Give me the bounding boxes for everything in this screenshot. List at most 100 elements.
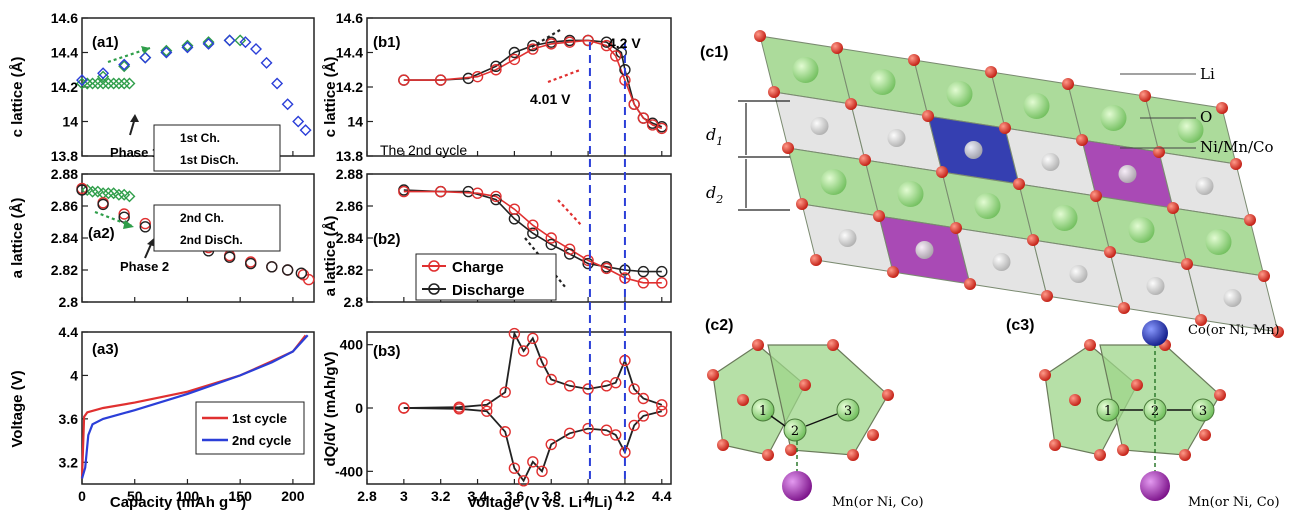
data-point-b3-discharge <box>582 422 594 435</box>
data-point-b3-charge <box>628 383 640 395</box>
data-point-a2-disch <box>76 184 88 196</box>
c2-site-label: 1 <box>759 404 767 419</box>
c2-path-2-3 <box>805 413 838 427</box>
data-point-a1-ch <box>123 77 136 90</box>
oxygen-atom <box>867 429 879 441</box>
oxygen-atom <box>908 54 920 66</box>
data-point-a1-ch2 <box>160 44 173 57</box>
data-point-b3-charge <box>563 380 576 392</box>
data-point-a2-disch <box>245 257 257 270</box>
data-point-a1-ch <box>118 77 131 90</box>
xtick-label-b3: 3 <box>400 488 408 504</box>
legend-label-1st-cycle: 1st cycle <box>232 411 287 426</box>
oxygen-atom <box>887 266 899 278</box>
data-point-b1-discharge <box>508 46 521 59</box>
tm-atom <box>1195 177 1214 195</box>
data-point-a1-ch2 <box>118 60 131 73</box>
ytick-label-a3: 4.4 <box>59 324 79 340</box>
legend-ni-mn-co: Ni/Mn/Co <box>1200 138 1274 156</box>
data-point-b3-discharge <box>637 410 650 422</box>
line-2nd-cycle <box>80 334 309 479</box>
chart-area: 13.81414.214.414.62.82.822.842.862.883.2… <box>51 10 672 504</box>
data-point-a2-phase1 <box>86 185 99 198</box>
legend-a1: 1st Ch. 1st DisCh. <box>153 124 281 172</box>
oxygen-atom <box>1181 258 1193 270</box>
data-point-a1-disch <box>299 124 312 137</box>
panel-label-a2: (a2) <box>88 225 115 242</box>
xtick-label-b3: 3.8 <box>542 488 562 504</box>
data-point-b3-charge <box>637 392 650 405</box>
li-atom <box>1205 229 1232 255</box>
data-point-b3-discharge <box>656 405 668 417</box>
data-point-b3-discharge <box>499 426 511 438</box>
data-point-b2-charge <box>637 277 650 289</box>
xtick-label-b3: 3.2 <box>431 488 451 504</box>
line-b3-discharge <box>403 407 663 483</box>
legend-b2: Charge Discharge <box>415 253 557 301</box>
data-point-b1-discharge <box>615 46 627 59</box>
oxygen-atom <box>1272 326 1284 338</box>
li-atom <box>1177 117 1204 143</box>
xtick-label-a3: 100 <box>176 488 200 504</box>
ytick-label-a1: 14.2 <box>51 79 78 95</box>
data-point-b3-discharge <box>536 465 548 478</box>
ytick-label-b3: 0 <box>355 400 363 416</box>
ytick-label-b2: 2.86 <box>336 198 363 214</box>
data-point-a2-phase1 <box>112 188 125 201</box>
xtick-label-a3: 50 <box>127 488 143 504</box>
data-point-a1-disch <box>181 41 194 54</box>
ytick-label-b2: 2.8 <box>344 294 364 310</box>
panel-label-c1: (c1) <box>700 44 728 61</box>
annotation-phase-1: Phase 1 <box>110 145 159 160</box>
legend-label-charge: Charge <box>452 259 504 276</box>
panel-label-a1: (a1) <box>92 34 119 51</box>
panel-label-b1: (b1) <box>373 34 401 51</box>
oxygen-atom <box>1117 444 1129 456</box>
data-point-a2-phase1 <box>123 190 136 203</box>
ytick-label-b3: -400 <box>335 463 363 479</box>
oxygen-atom <box>1084 339 1096 351</box>
ylabel-voltage: Voltage (V) <box>9 370 26 447</box>
panel-a3: 3.2 3.6 4 4.4 0 50 100 150 200 <box>59 324 315 504</box>
oxygen-atom <box>799 379 811 391</box>
ytick-label-a1: 14 <box>62 114 78 130</box>
data-point-b3-discharge <box>628 419 640 432</box>
oxygen-atom <box>950 222 962 234</box>
caption-c3-bottom: Mn(or Ni, Co) <box>1188 495 1280 510</box>
data-point-a2-ch <box>303 273 315 286</box>
legend-a2: 2nd Ch. 2nd DisCh. <box>153 204 281 252</box>
data-point-a1-disch <box>76 74 88 87</box>
data-point-a1-disch <box>239 36 252 49</box>
data-point-a1-disch <box>160 46 173 59</box>
xtick-label-b3: 3.4 <box>468 488 488 504</box>
tm-atom <box>915 241 934 259</box>
arrowhead-a2 <box>123 220 134 229</box>
data-point-b2-charge <box>471 187 484 199</box>
tm-atom <box>964 141 983 159</box>
data-point-a1-disch <box>139 51 152 64</box>
oxygen-atom <box>1049 439 1061 451</box>
ylabel-c-lattice-a: c lattice (Å) <box>9 57 26 138</box>
li-atom <box>897 181 924 207</box>
ytick-label-a2: 2.88 <box>51 166 78 182</box>
c3-site-label: 3 <box>1199 404 1207 419</box>
ytick-label-a3: 4 <box>70 367 78 383</box>
panel-a2: 2.8 2.82 2.84 2.86 2.88 <box>51 166 315 310</box>
oxygen-atom <box>1153 146 1165 158</box>
panel-b3: -400 0 400 2.8 3 3.2 3.4 3.6 3.8 4 4.2 4.4 <box>335 331 672 504</box>
frame-a3 <box>81 331 315 485</box>
oxygen-atom <box>782 142 794 154</box>
c3-mn-atom <box>1140 471 1170 501</box>
annotation-phase-2: Phase 2 <box>120 259 169 274</box>
ytick-label-a1: 13.8 <box>51 148 78 164</box>
oxygen-atom <box>1076 134 1088 146</box>
c3-site-1 <box>1096 398 1120 422</box>
data-point-b1-charge <box>508 53 521 66</box>
data-point-a1-disch <box>281 98 294 111</box>
label-d1: d1 <box>706 125 723 148</box>
oxygen-atom <box>1027 234 1039 246</box>
data-point-b3-charge <box>656 399 668 411</box>
c3-co-atom <box>1142 320 1168 346</box>
data-point-b3-charge <box>508 327 521 340</box>
tm-atom <box>1223 289 1242 307</box>
